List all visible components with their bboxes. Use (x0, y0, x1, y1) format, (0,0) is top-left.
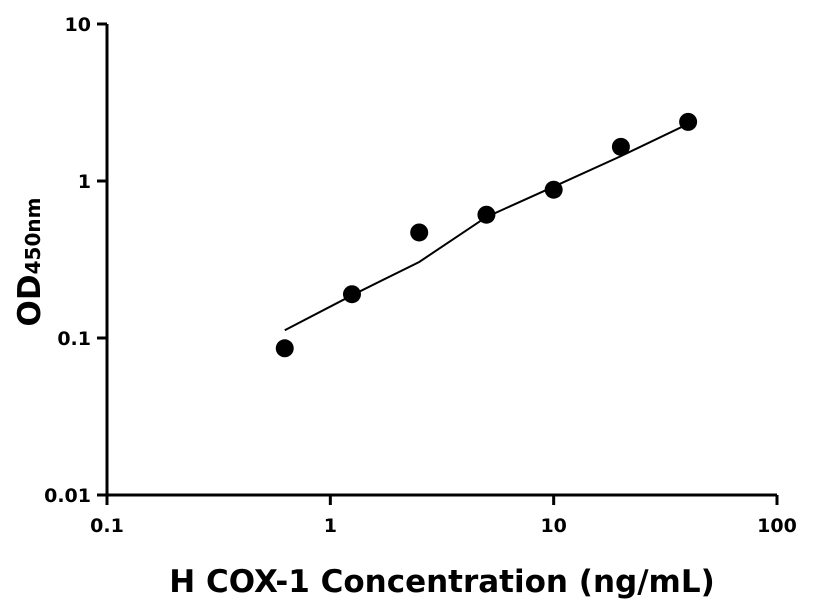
x-tick-label: 1 (324, 515, 337, 537)
y-tick-label: 0.1 (57, 328, 91, 350)
y-axis-label-sub: 450nm (21, 198, 45, 275)
data-point (477, 205, 496, 224)
data-point (679, 112, 698, 131)
x-tick-label: 100 (757, 515, 797, 537)
data-point (544, 180, 563, 199)
data-point (611, 137, 630, 156)
x-tick-label: 0.1 (90, 515, 124, 537)
data-point (342, 285, 361, 304)
y-tick-label: 1 (78, 171, 91, 193)
y-axis-label: OD450nm (12, 198, 48, 327)
x-axis-label: H COX-1 Concentration (ng/mL) (169, 564, 715, 600)
x-tick-label: 10 (540, 515, 566, 537)
data-point (410, 223, 429, 242)
y-tick-label: 0.01 (44, 485, 91, 507)
y-tick-label: 10 (65, 14, 91, 36)
data-point (275, 339, 294, 358)
y-axis-label-main: OD (12, 274, 48, 326)
